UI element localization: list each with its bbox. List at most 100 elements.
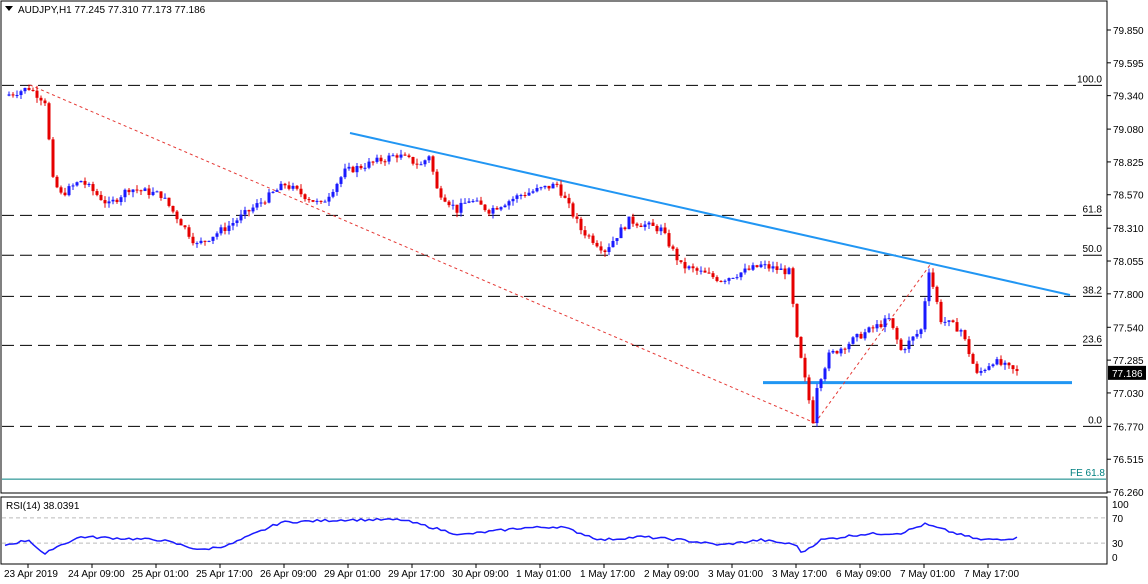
candle-body xyxy=(999,359,1003,365)
time-tick-label: 29 Apr 17:00 xyxy=(388,569,445,580)
candle-body xyxy=(419,164,423,166)
candle-body xyxy=(527,192,531,196)
time-tick-label: 2 May 09:00 xyxy=(644,569,699,580)
candle-body xyxy=(547,185,551,189)
candle-body xyxy=(703,270,707,273)
candle-body xyxy=(955,322,959,332)
candle-body xyxy=(239,214,243,221)
candle-body xyxy=(695,268,699,271)
candle-body xyxy=(115,199,119,203)
candle-body xyxy=(587,235,591,237)
fib-level-label: 38.2 xyxy=(1083,285,1103,296)
candle-body xyxy=(927,272,931,302)
candle-body xyxy=(227,225,231,231)
candle-body xyxy=(875,324,879,329)
time-tick-label: 7 May 17:00 xyxy=(964,569,1019,580)
candle-body xyxy=(263,202,267,204)
candle-body xyxy=(63,192,67,196)
fib-trend-line xyxy=(29,84,816,424)
candle-body xyxy=(727,278,731,281)
candle-body xyxy=(347,166,351,169)
candle-body xyxy=(151,191,155,195)
candle-body xyxy=(431,156,435,172)
candle-body xyxy=(851,337,855,344)
candle-body xyxy=(471,200,475,202)
candle-body xyxy=(751,265,755,270)
fe-label: FE 61.8 xyxy=(1070,468,1105,479)
current-price-label: 77.186 xyxy=(1112,369,1143,380)
price-tick-label: 77.285 xyxy=(1113,356,1144,367)
candle-body xyxy=(507,201,511,206)
time-tick-label: 25 Apr 17:00 xyxy=(196,569,253,580)
candle-body xyxy=(219,227,223,234)
candle-body xyxy=(495,207,499,210)
candle-body xyxy=(595,242,599,247)
candle-body xyxy=(811,400,815,424)
candle-body xyxy=(111,199,115,202)
candle-body xyxy=(379,157,383,162)
candle-body xyxy=(763,264,767,266)
candle-body xyxy=(11,94,15,96)
candle-body xyxy=(319,200,323,202)
candle-body xyxy=(571,203,575,217)
candle-body xyxy=(931,272,935,287)
candle-body xyxy=(83,180,87,185)
time-tick-label: 1 May 01:00 xyxy=(516,569,571,580)
candle-body xyxy=(715,277,719,281)
ohlc-values: 77.245 77.310 77.173 77.186 xyxy=(75,5,206,16)
candle-body xyxy=(463,202,467,204)
candle-body xyxy=(283,183,287,186)
candle-body xyxy=(755,265,759,268)
candle-body xyxy=(539,187,543,189)
candle-body xyxy=(427,156,431,161)
candle-body xyxy=(543,185,547,188)
collapse-arrow-icon[interactable] xyxy=(5,6,13,11)
candle-body xyxy=(863,332,867,339)
candle-body xyxy=(187,227,191,237)
candle-body xyxy=(639,225,643,228)
candle-body xyxy=(667,233,671,247)
candle-body xyxy=(567,197,571,204)
candle-body xyxy=(1007,362,1011,366)
candle-body xyxy=(223,227,227,231)
candle-body xyxy=(903,349,907,351)
time-tick-label: 24 Apr 09:00 xyxy=(68,569,125,580)
candle-body xyxy=(67,186,71,196)
fib-level-label: 100.0 xyxy=(1077,74,1102,85)
candle-body xyxy=(315,200,319,202)
candle-body xyxy=(383,161,387,163)
candle-body xyxy=(719,280,723,282)
candle-body xyxy=(919,329,923,334)
candle-body xyxy=(915,333,919,337)
candle-body xyxy=(987,366,991,370)
candle-body xyxy=(823,368,827,380)
candle-body xyxy=(39,97,43,101)
candle-body xyxy=(731,277,735,279)
candle-body xyxy=(663,227,667,234)
candle-body xyxy=(255,203,259,208)
candle-body xyxy=(859,333,863,339)
time-tick-label: 25 Apr 01:00 xyxy=(132,569,189,580)
candle-body xyxy=(551,183,555,189)
candle-body xyxy=(907,340,911,350)
candle-body xyxy=(275,190,279,192)
candle-body xyxy=(723,280,727,282)
candle-body xyxy=(87,184,91,186)
candle-body xyxy=(339,177,343,184)
candle-body xyxy=(231,223,235,226)
candle-body xyxy=(107,201,111,204)
candle-body xyxy=(607,247,611,253)
candle-body xyxy=(483,204,487,211)
candle-body xyxy=(155,191,159,193)
candle-body xyxy=(935,286,939,302)
candle-body xyxy=(975,363,979,373)
candle-body xyxy=(883,318,887,328)
candle-body xyxy=(91,184,95,192)
candle-body xyxy=(647,222,651,225)
candle-body xyxy=(355,165,359,173)
candle-body xyxy=(387,155,391,162)
candle-body xyxy=(711,273,715,278)
candle-body xyxy=(843,348,847,350)
